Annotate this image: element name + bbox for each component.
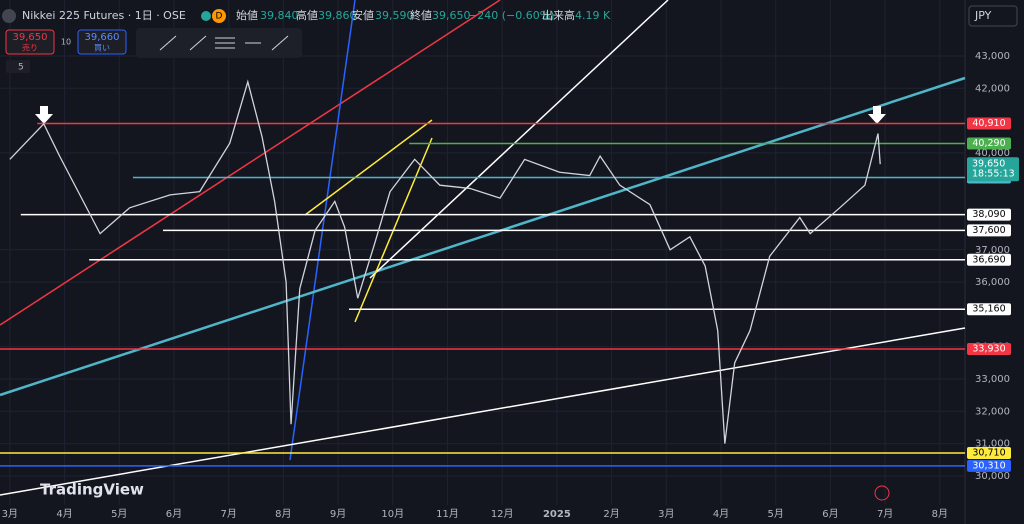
badge-bg [212,9,226,23]
x-tick-label: 5月 [768,508,784,520]
status-dot [201,11,211,21]
level-tag [967,137,1011,150]
level-tag [967,303,1011,316]
x-tick-label: 6月 [822,508,838,520]
x-tick-label: 11月 [436,508,459,520]
level-label: 37,600 [972,225,1005,236]
collapse-button[interactable] [6,60,30,73]
x-tick-label: 2025 [543,509,571,520]
change: −240 (−0.60%) [468,9,554,22]
badge: D [216,12,223,22]
low: 39,590 [375,9,414,22]
close-label: 終値 [410,8,432,22]
open-label: 始値 [236,8,258,22]
level-label: 30,310 [972,460,1005,471]
x-tick-label: 4月 [713,508,729,520]
level-tag [967,459,1011,472]
low-label: 安値 [352,8,374,22]
high: 39,860 [318,9,357,22]
logo: TradingView [40,481,144,499]
toolbar-icons[interactable] [159,35,289,51]
spread: 10 [61,38,71,47]
level-tag [967,117,1011,130]
volume: 4.19 K [575,9,611,22]
level-tag [967,342,1011,355]
buy-label[interactable]: 買い [94,44,110,53]
symbol-icon [2,9,16,23]
x-tick-label: 8月 [932,508,948,520]
last-tag [967,157,1019,182]
x-tick-label: 4月 [56,508,72,520]
level-label: 40,910 [972,118,1005,129]
x-tick-label: 7月 [220,508,236,520]
grid [0,0,965,505]
x-tick-label: 3月 [658,508,674,520]
buy-price[interactable]: 39,660 [85,32,120,43]
x-tick-label: 12月 [491,508,514,520]
y-tick-label: 30,000 [975,471,1010,482]
x-tick-label: 9月 [330,508,346,520]
level-label: 35,160 [972,304,1005,315]
last-price: 39,650 [972,159,1005,170]
level-tag [967,253,1011,266]
x-tick-label: 3月 [2,508,18,520]
level-label: 40,290 [972,138,1005,149]
currency[interactable]: JPY [974,9,992,22]
y-tick-label: 31,000 [975,439,1010,450]
x-tick-label: 6月 [166,508,182,520]
y-tick-label: 37,000 [975,245,1010,256]
level-label: 38,090 [972,209,1005,220]
x-tick-label: 5月 [111,508,127,520]
buy-button[interactable] [77,29,127,55]
level-tag [967,446,1011,459]
sell-price[interactable]: 39,650 [13,32,48,43]
level-tag [967,208,1011,221]
level-label: 30,710 [972,447,1005,458]
level-label: 33,930 [972,343,1005,354]
x-tick-label: 2月 [603,508,619,520]
y-tick-label: 40,000 [975,148,1010,159]
symbol: Nikkei 225 Futures · 1日 · OSE [22,9,186,22]
y-tick-label: 36,000 [975,277,1010,288]
arrows [35,106,886,124]
currency-button[interactable] [968,5,1018,27]
x-tick-label: 7月 [877,508,893,520]
countdown: 18:55:13 [972,169,1015,180]
volume-label: 出来高 [542,8,575,22]
y-tick-label: 43,000 [975,51,1010,62]
y-tick-label: 42,000 [975,83,1010,94]
y-tick-label: 33,000 [975,374,1010,385]
sell-label[interactable]: 売り [22,43,38,53]
open: 39,840 [260,9,299,22]
x-tick-label: 8月 [275,508,291,520]
price-line [9,79,881,444]
collapse[interactable]: 5 [18,63,24,73]
x-tick-label: 10月 [381,508,404,520]
level-tag [967,224,1011,237]
alert-icon[interactable] [874,485,890,501]
level-label: 36,690 [972,254,1005,265]
close: 39,650 [432,9,471,22]
sell-button[interactable] [5,29,55,55]
high-label: 高値 [296,8,318,22]
y-tick-label: 32,000 [975,406,1010,417]
